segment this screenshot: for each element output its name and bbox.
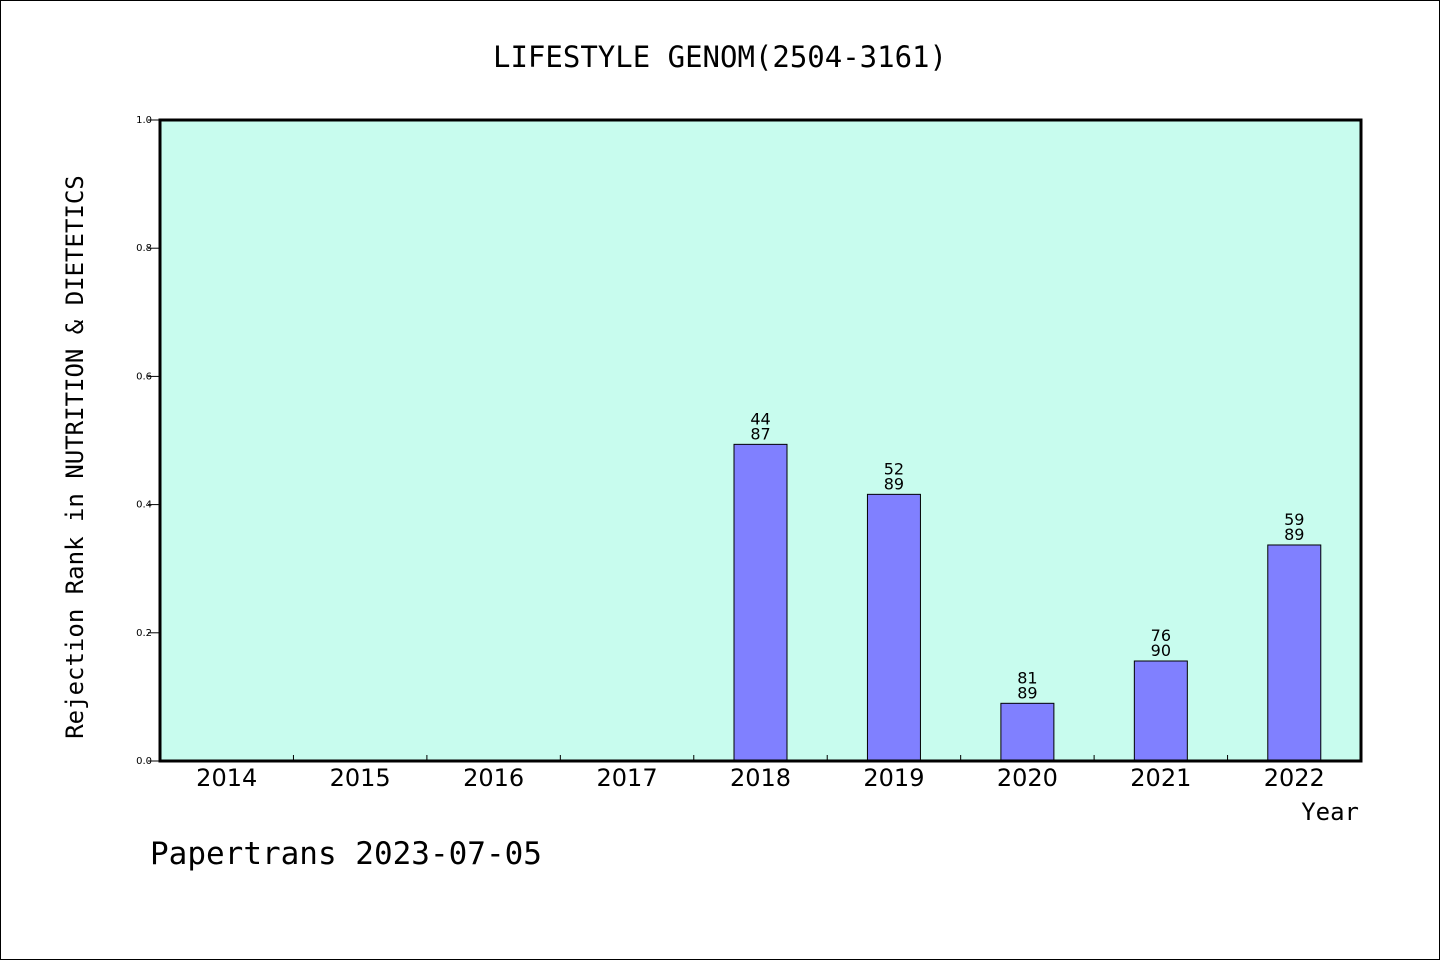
y-axis-label: Rejection Rank in NUTRITION & DIETETICS: [61, 175, 89, 739]
y-tick-label-5: 1.0: [136, 115, 152, 126]
x-axis-label: Year: [1301, 798, 1359, 826]
bar-2021: [1133, 660, 1188, 762]
x-tick-label-2022: 2022: [1264, 764, 1325, 792]
bar-2019: [866, 493, 921, 762]
bar-label-top-2020: 81: [1017, 668, 1037, 687]
y-tick-label-2: 0.4: [136, 500, 152, 511]
bar-2018: [733, 443, 788, 762]
x-tick-label-2016: 2016: [463, 764, 524, 792]
bar-label-bottom-2018: 87: [750, 424, 770, 443]
bar-label-bottom-2019: 89: [884, 474, 904, 493]
bar-label-bottom-2020: 89: [1017, 683, 1037, 702]
bar-label-top-2019: 52: [884, 459, 904, 478]
y-tick-label-4: 0.8: [136, 243, 152, 254]
bar-label-bottom-2022: 89: [1284, 525, 1304, 544]
bars: [733, 443, 1322, 762]
bar-2022: [1267, 544, 1322, 762]
x-tick-label-2020: 2020: [997, 764, 1058, 792]
x-axis-ticks: 2014 2015 2016 2017 2018 2019 2020 2021 2022: [196, 755, 1325, 792]
y-tick-label-0: 0.0: [136, 756, 152, 767]
x-tick-label-2019: 2019: [863, 764, 924, 792]
bar-label-bottom-2021: 90: [1151, 641, 1171, 660]
x-tick-label-2015: 2015: [330, 764, 391, 792]
x-tick-label-2017: 2017: [597, 764, 658, 792]
bar-label-top-2022: 59: [1284, 510, 1304, 529]
bar-label-top-2018: 44: [750, 409, 770, 428]
y-tick-label-3: 0.6: [136, 371, 152, 382]
x-tick-label-2018: 2018: [730, 764, 791, 792]
plot-border: [158, 118, 1363, 763]
y-tick-label-1: 0.2: [136, 628, 152, 639]
y-axis-ticks: 0.0 0.2 0.4 0.6 0.8 1.0: [136, 115, 160, 767]
x-tick-label-2014: 2014: [196, 764, 257, 792]
chart-title: LIFESTYLE GENOM(2504-3161): [493, 40, 947, 74]
x-tick-label-2021: 2021: [1130, 764, 1191, 792]
bar-2020: [1000, 702, 1055, 762]
bar-label-top-2021: 76: [1151, 626, 1171, 645]
footer-credit: Papertrans 2023-07-05: [150, 836, 542, 872]
